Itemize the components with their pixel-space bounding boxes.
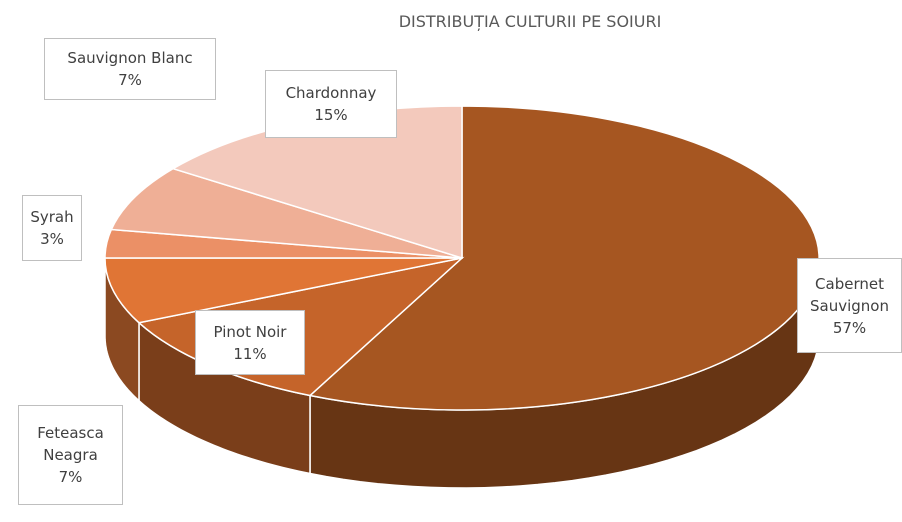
data-label: Sauvignon Blanc 7% bbox=[44, 38, 216, 100]
category-label: Syrah bbox=[30, 208, 74, 226]
category-label: Pinot Noir bbox=[213, 322, 287, 341]
slice bbox=[110, 167, 463, 259]
data-label: Pinot Noir 11% bbox=[195, 310, 305, 375]
category-label: Chardonnay bbox=[285, 84, 377, 102]
data-label: Feteasca Neagra 7% bbox=[18, 405, 123, 505]
value-label: 11% bbox=[233, 344, 267, 363]
value-label: 3% bbox=[40, 230, 64, 248]
data-label: Syrah 3% bbox=[22, 195, 82, 261]
value-label: 7% bbox=[118, 71, 142, 89]
category-label: Feteasca Neagra bbox=[37, 424, 104, 464]
data-label: Chardonnay 15% bbox=[265, 70, 397, 138]
value-label: 7% bbox=[58, 468, 83, 486]
data-label: Cabernet Sauvignon 57% bbox=[797, 258, 902, 353]
value-label: 15% bbox=[314, 106, 348, 124]
category-label: Cabernet Sauvignon bbox=[810, 274, 889, 315]
value-label: 57% bbox=[832, 318, 867, 337]
slice bbox=[104, 257, 463, 324]
category-label: Sauvignon Blanc bbox=[67, 49, 193, 67]
chart-title: DISTRIBUȚIA CULTURII PE SOIURI bbox=[398, 12, 662, 31]
